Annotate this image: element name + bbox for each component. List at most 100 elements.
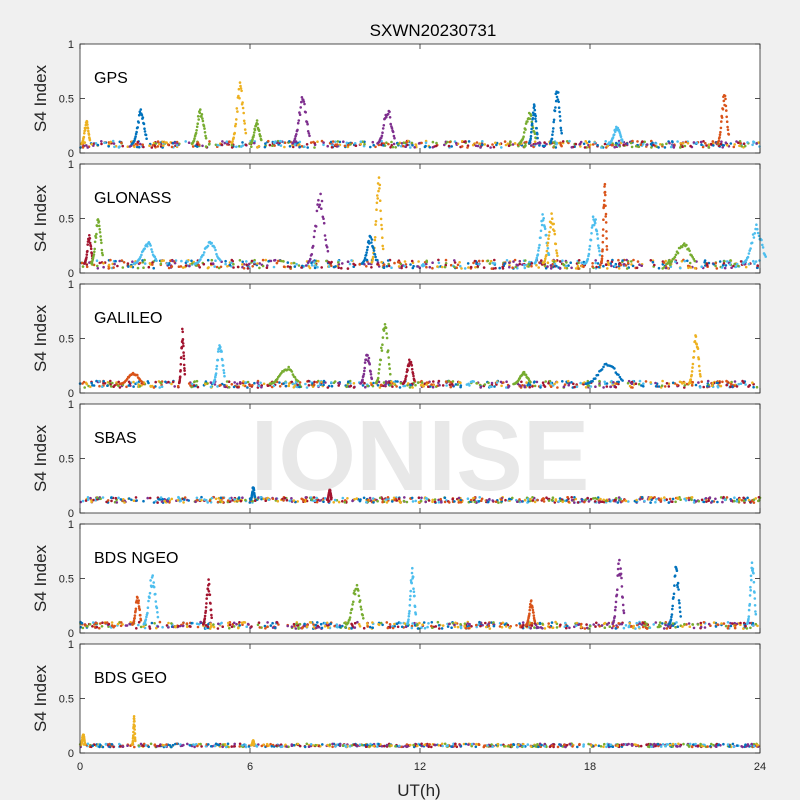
data-point bbox=[216, 385, 219, 388]
data-point bbox=[615, 624, 618, 627]
data-point bbox=[196, 498, 199, 502]
data-point bbox=[721, 107, 725, 111]
data-point bbox=[643, 140, 646, 144]
data-point bbox=[637, 382, 641, 386]
data-point bbox=[320, 626, 324, 630]
data-point bbox=[327, 261, 331, 264]
data-point bbox=[233, 498, 236, 501]
data-point bbox=[213, 378, 217, 382]
data-point bbox=[559, 143, 563, 147]
data-point bbox=[220, 350, 223, 353]
data-point bbox=[371, 140, 375, 144]
data-point bbox=[407, 364, 411, 368]
data-point bbox=[674, 260, 677, 264]
data-point bbox=[353, 142, 357, 145]
data-point bbox=[350, 622, 353, 626]
data-point bbox=[350, 607, 354, 611]
data-point bbox=[492, 624, 496, 628]
data-point bbox=[529, 137, 532, 140]
data-point bbox=[538, 622, 542, 625]
data-point bbox=[266, 621, 269, 624]
data-point bbox=[142, 625, 145, 628]
data-point bbox=[415, 623, 419, 626]
data-point bbox=[649, 381, 652, 384]
data-point bbox=[692, 626, 696, 630]
data-point bbox=[376, 262, 379, 266]
data-point bbox=[577, 261, 580, 265]
data-point bbox=[619, 135, 623, 139]
data-point bbox=[129, 265, 133, 268]
plot-area bbox=[80, 644, 760, 753]
data-point bbox=[616, 567, 620, 571]
data-point bbox=[749, 501, 752, 504]
data-point bbox=[137, 601, 140, 605]
data-point bbox=[691, 255, 694, 259]
data-point bbox=[179, 265, 183, 268]
data-point bbox=[420, 381, 424, 384]
data-points bbox=[79, 81, 761, 149]
data-point bbox=[156, 145, 160, 148]
data-point bbox=[591, 215, 595, 218]
data-point bbox=[733, 380, 737, 383]
data-point bbox=[533, 626, 536, 629]
data-point bbox=[553, 232, 557, 236]
data-point bbox=[242, 380, 245, 383]
data-point bbox=[657, 625, 661, 629]
panel-label: GLONASS bbox=[94, 190, 171, 207]
data-point bbox=[672, 144, 675, 147]
data-point bbox=[490, 267, 494, 270]
data-point bbox=[407, 615, 411, 618]
data-point bbox=[327, 265, 331, 268]
data-point bbox=[526, 743, 530, 746]
data-point bbox=[605, 382, 609, 385]
data-point bbox=[256, 122, 259, 126]
data-point bbox=[594, 385, 597, 389]
data-point bbox=[99, 497, 102, 501]
data-point bbox=[179, 363, 183, 366]
data-point bbox=[676, 585, 679, 589]
data-point bbox=[561, 140, 565, 143]
data-point bbox=[219, 259, 222, 262]
data-point bbox=[323, 624, 327, 628]
data-point bbox=[370, 241, 373, 244]
data-point bbox=[557, 91, 560, 94]
data-point bbox=[381, 343, 384, 347]
data-point bbox=[738, 144, 741, 148]
data-point bbox=[391, 385, 394, 388]
data-point bbox=[477, 263, 481, 266]
data-point bbox=[244, 498, 247, 502]
data-point bbox=[220, 621, 223, 625]
data-point bbox=[430, 383, 433, 386]
data-point bbox=[671, 622, 675, 625]
data-point bbox=[475, 141, 479, 144]
data-point bbox=[233, 381, 236, 384]
data-point bbox=[337, 266, 341, 270]
data-point bbox=[134, 142, 138, 146]
y-axis-label: S4 Index bbox=[31, 64, 50, 132]
data-point bbox=[720, 120, 723, 123]
data-point bbox=[481, 259, 485, 263]
data-point bbox=[612, 133, 616, 136]
data-point bbox=[615, 382, 619, 385]
data-point bbox=[638, 498, 642, 501]
data-point bbox=[727, 133, 731, 136]
data-point bbox=[477, 259, 481, 263]
data-point bbox=[690, 370, 694, 373]
data-point bbox=[612, 381, 615, 384]
data-point bbox=[616, 501, 620, 504]
y-axis-label: S4 Index bbox=[31, 424, 50, 492]
data-point bbox=[204, 134, 207, 138]
data-point bbox=[506, 745, 510, 748]
data-point bbox=[194, 131, 198, 135]
data-point bbox=[716, 623, 719, 626]
chart-title: SXWN20230731 bbox=[370, 21, 497, 40]
data-point bbox=[103, 141, 106, 145]
data-point bbox=[640, 264, 643, 268]
data-point bbox=[600, 368, 604, 371]
data-point bbox=[343, 144, 347, 148]
data-point bbox=[371, 621, 374, 624]
y-tick-label: 0.5 bbox=[59, 214, 74, 226]
data-point bbox=[100, 142, 103, 146]
